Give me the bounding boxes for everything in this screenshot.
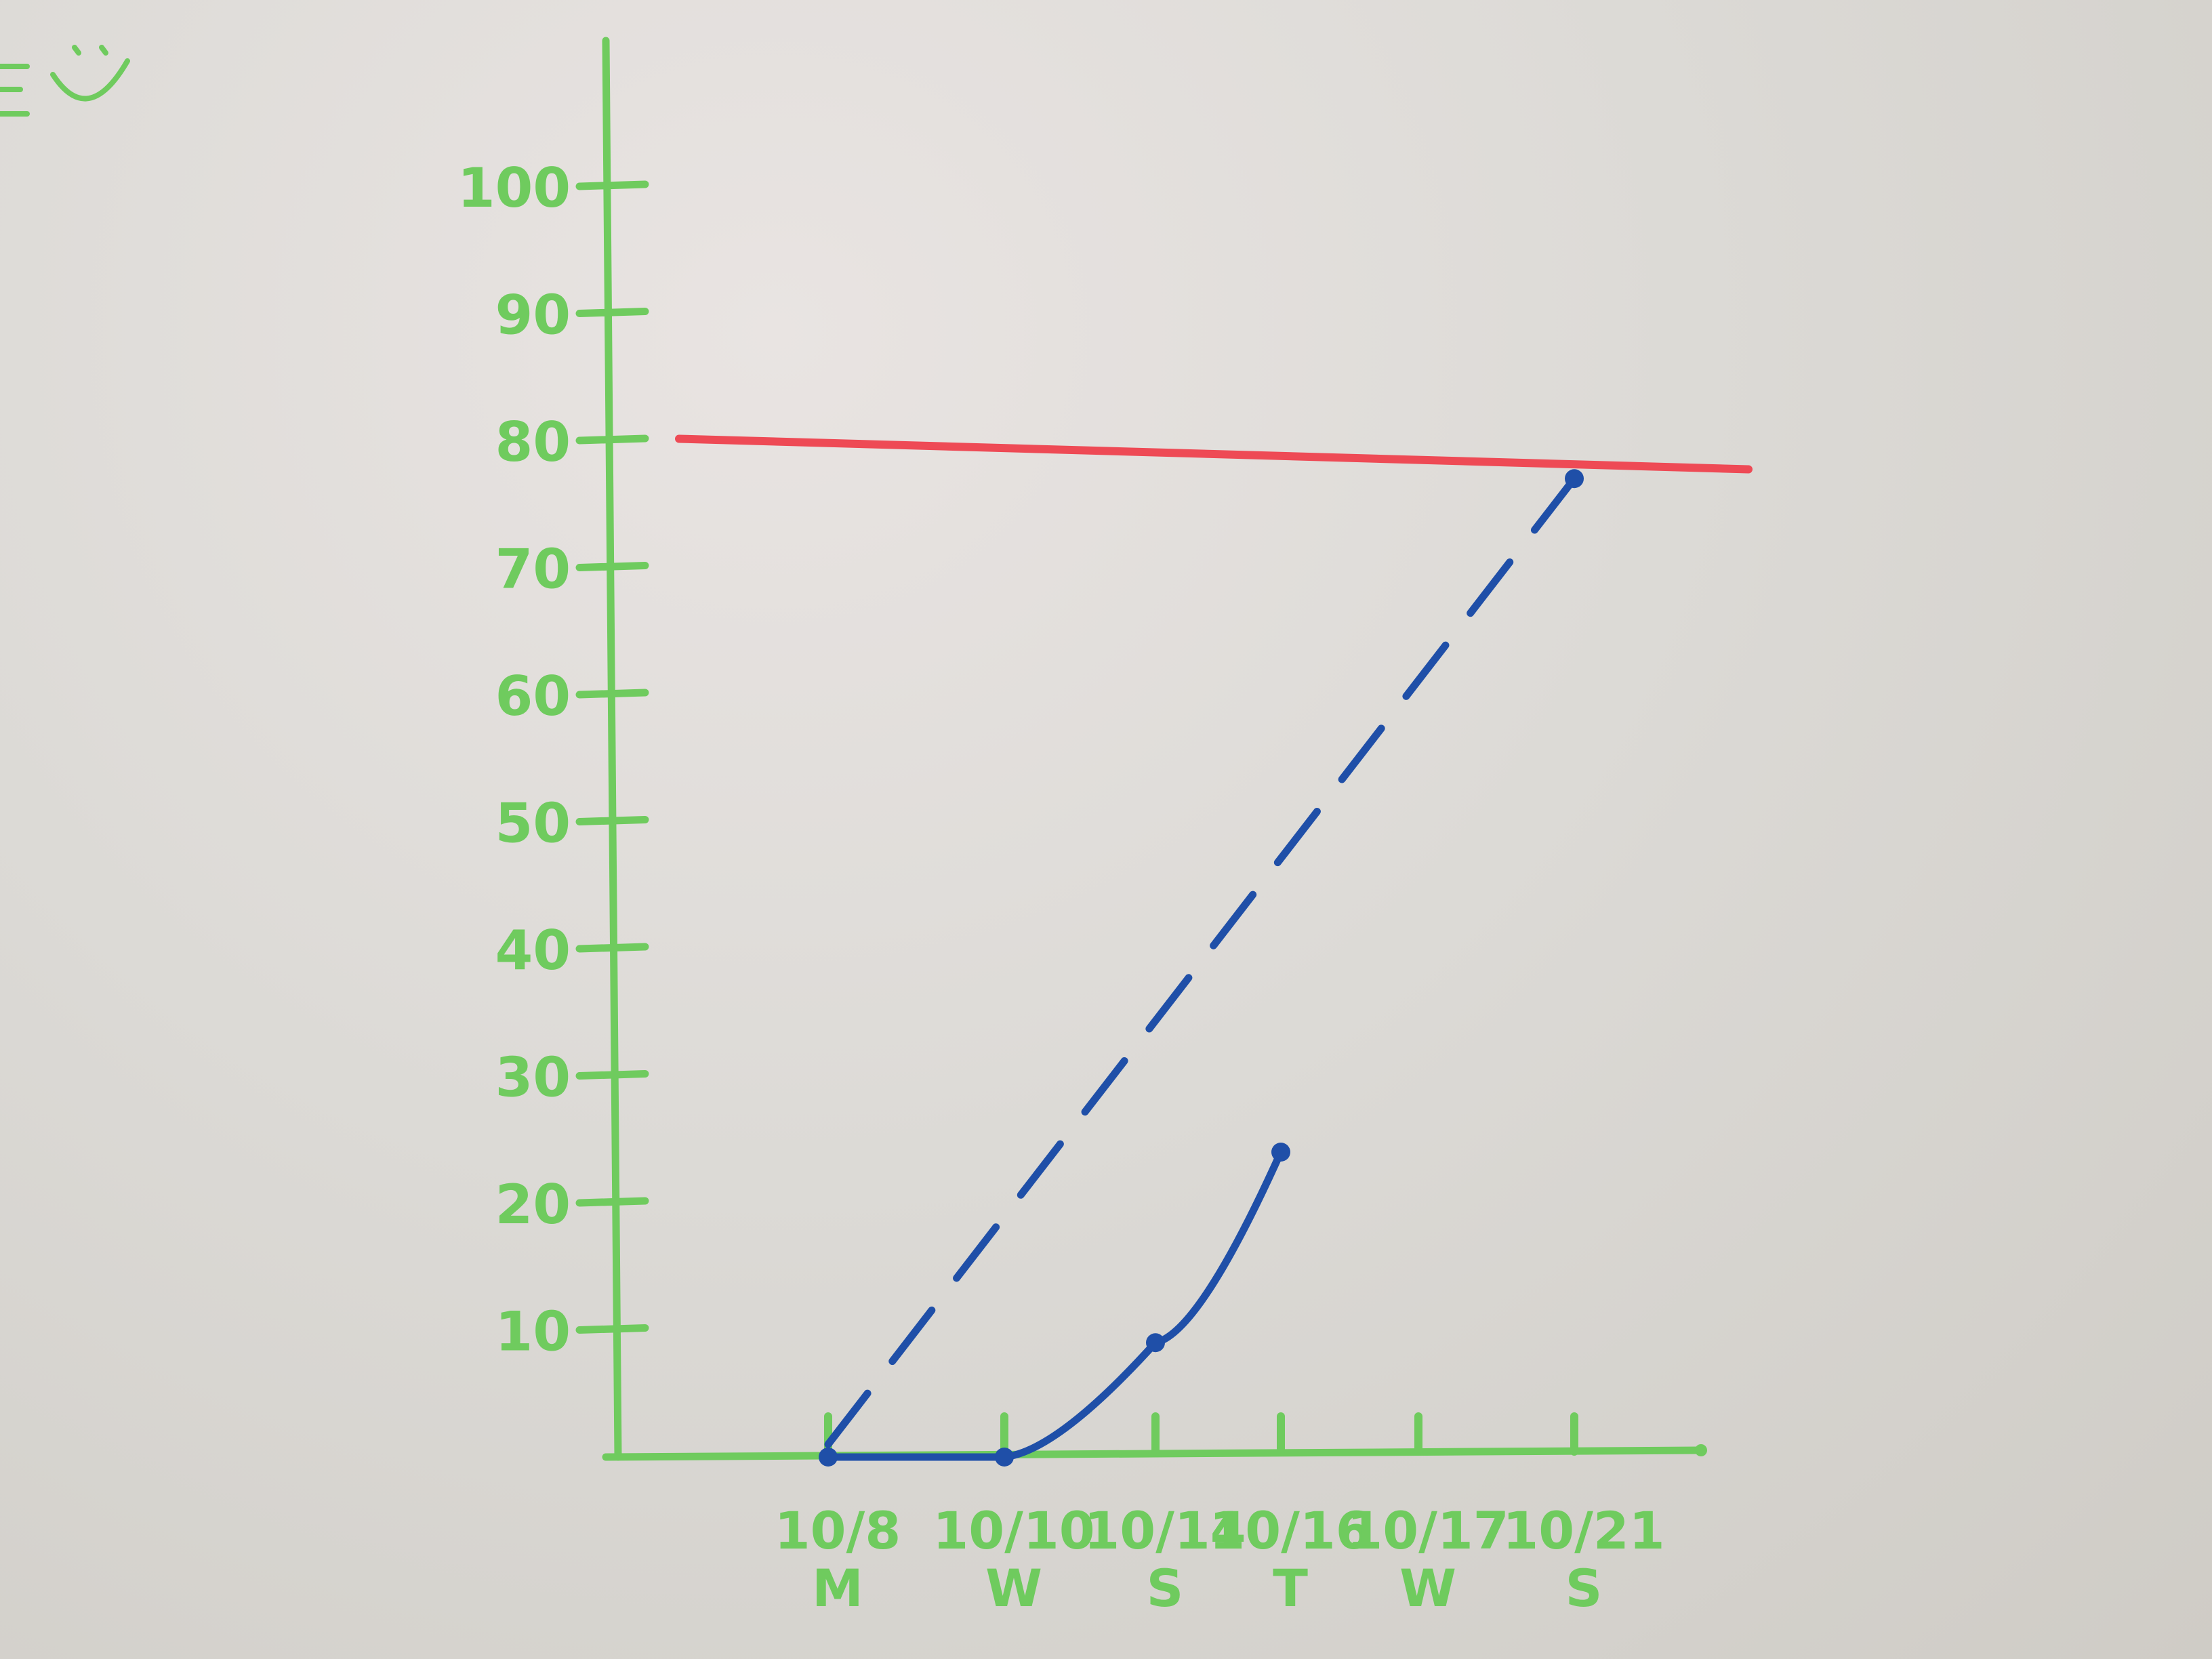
y-tick-mark (575, 1197, 649, 1207)
y-tick-mark (575, 943, 649, 953)
data-point (819, 1448, 838, 1467)
y-tick-label: 20 (495, 1173, 571, 1236)
x-tick-label-day: T (1273, 1558, 1308, 1618)
y-axis-line (602, 37, 622, 1461)
x-tick-label-date: 10/10 (933, 1500, 1094, 1561)
y-tick-mark (575, 562, 649, 571)
target-line (675, 434, 1753, 474)
chart-axes (602, 37, 1707, 1461)
y-tick-label: 100 (457, 157, 571, 220)
target-line-group (675, 434, 1753, 474)
x-tick-label-date: 10/17 (1347, 1500, 1509, 1561)
series-actual-line (824, 1148, 1285, 1461)
y-axis-ticks: 10 20 30 40 50 60 70 80 90 100 (457, 157, 649, 1364)
y-tick-mark (575, 1324, 649, 1334)
x-tick-label-day: S (1565, 1558, 1603, 1618)
y-tick-label: 90 (495, 284, 571, 347)
y-tick-label: 50 (495, 792, 571, 855)
y-tick-mark (575, 689, 649, 699)
y-tick-label: 10 (495, 1300, 571, 1364)
y-tick-mark (575, 180, 649, 190)
data-point (995, 1448, 1014, 1467)
y-tick-label: 30 (495, 1046, 571, 1109)
data-point (1146, 1333, 1165, 1353)
x-tick-label-date: 10/8 (775, 1500, 901, 1561)
y-tick-mark (575, 308, 649, 317)
data-point (1565, 469, 1584, 489)
y-tick-label: 40 (495, 919, 571, 982)
series-group (819, 469, 1584, 1467)
x-tick-label-date: 10/16 (1209, 1500, 1371, 1561)
x-tick-label-day: M (812, 1558, 863, 1618)
x-tick-label-day: W (1399, 1558, 1456, 1618)
x-tick-label-date: 10/14 (1084, 1500, 1246, 1561)
y-tick-mark (575, 1070, 649, 1080)
data-point (1271, 1143, 1290, 1162)
y-tick-label: 70 (495, 538, 571, 601)
y-tick-mark (575, 434, 649, 445)
x-tick-label-date: 10/21 (1502, 1500, 1664, 1561)
smiley-doodle (0, 45, 130, 117)
y-tick-mark (575, 816, 649, 825)
y-tick-label: 60 (495, 665, 571, 728)
x-axis-end-dot (1695, 1444, 1707, 1456)
x-tick-label-day: W (985, 1558, 1042, 1618)
y-tick-label: 80 (495, 411, 571, 474)
x-tick-label-day: S (1147, 1558, 1184, 1618)
